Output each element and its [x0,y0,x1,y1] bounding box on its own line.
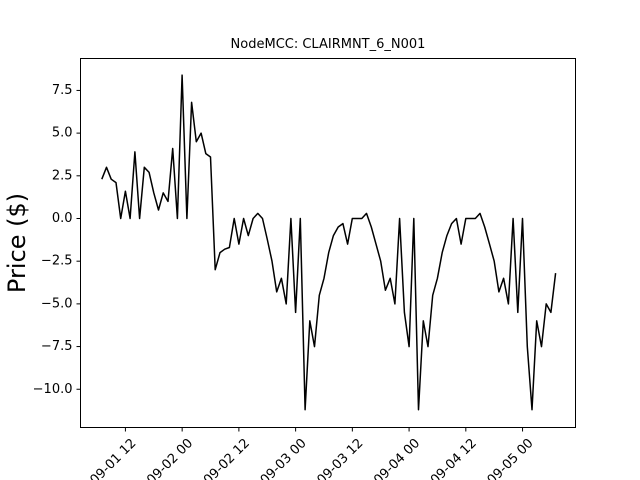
x-tick-label: 09-04 12 [428,436,480,480]
price-line [101,74,557,411]
x-tick-label: 09-03 00 [258,436,310,480]
y-axis-label: Price ($) [3,193,31,293]
y-tick-label: 5.0 [52,126,73,141]
x-tick-label: 09-05 00 [485,436,537,480]
x-tick-label: 09-04 00 [371,436,423,480]
x-tick-label: 09-03 12 [314,436,366,480]
y-tick-label: −5.0 [41,296,73,311]
y-tick-label: −7.5 [41,339,73,354]
y-tick-label: 0.0 [52,211,73,226]
y-tick-label: 2.5 [52,168,73,183]
y-tick-label: 7.5 [52,83,73,98]
x-tick-label: 09-02 00 [144,436,196,480]
plot-frame [80,58,576,428]
chart-title: NodeMCC: CLAIRMNT_6_N001 [231,37,426,52]
x-tick-label: 09-01 12 [88,436,140,480]
x-tick-label: 09-02 12 [201,436,253,480]
y-tick-label: −10.0 [33,382,73,397]
y-tick-label: −2.5 [41,254,73,269]
